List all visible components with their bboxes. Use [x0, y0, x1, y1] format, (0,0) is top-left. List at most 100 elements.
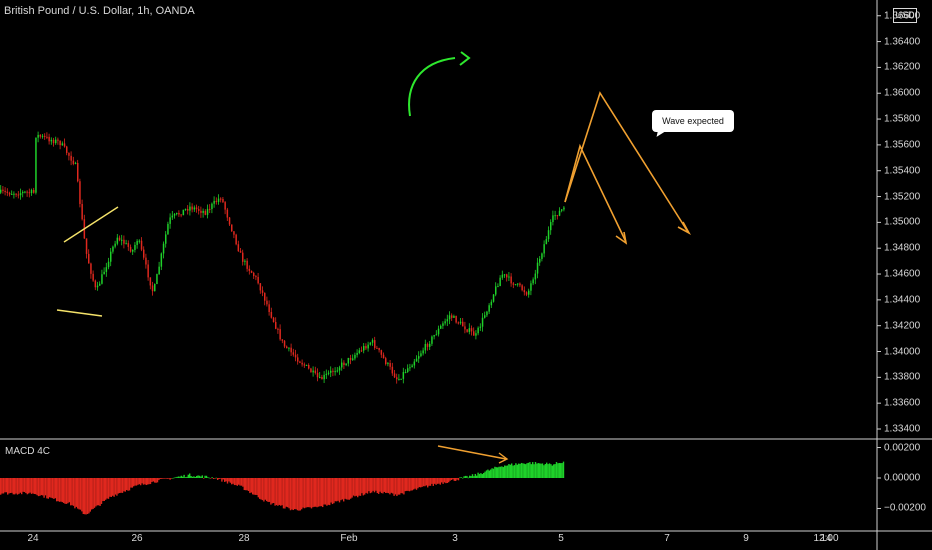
candle-body [189, 206, 191, 211]
macd-bar [99, 478, 101, 506]
candle-body [363, 346, 365, 351]
macd-bar [92, 478, 94, 509]
candle-body [123, 239, 125, 244]
macd-bar [445, 478, 447, 484]
macd-bar [506, 465, 509, 478]
macd-bar [217, 478, 219, 480]
macd-bar [239, 478, 241, 486]
candle-body [455, 316, 457, 323]
macd-bar [98, 478, 100, 506]
candle-body [376, 347, 378, 349]
macd-bar [302, 478, 304, 508]
candle-body [382, 354, 385, 359]
candle-body [48, 136, 50, 142]
candle-body [514, 284, 517, 286]
candle-body [409, 367, 411, 369]
candle-body [398, 378, 400, 380]
macd-bar [180, 475, 182, 478]
macd-bar [515, 463, 517, 478]
candle-body [158, 266, 160, 275]
macd-bar [410, 478, 412, 491]
macd-divergence-line[interactable] [437, 445, 507, 460]
candle-body [68, 152, 70, 156]
macd-bar [282, 478, 285, 509]
macd-bar [4, 478, 6, 493]
macd-bar [254, 478, 257, 495]
time-tick-label: 3 [452, 533, 458, 544]
annotation-callout[interactable]: Wave expected [652, 110, 734, 132]
candle-body [310, 368, 312, 373]
candle-body [88, 253, 90, 264]
candle-body [459, 321, 462, 324]
macd-bar [189, 473, 191, 478]
macd-bar [462, 477, 464, 479]
candle-body [132, 249, 134, 252]
candle-body [426, 344, 429, 347]
macd-bar [435, 478, 437, 485]
candle-body [422, 350, 424, 354]
time-tick-label: Feb [340, 533, 358, 544]
candle-body [121, 239, 123, 241]
macd-bar [315, 478, 317, 507]
wave-projection-outer[interactable] [564, 91, 689, 233]
macd-bar [89, 478, 91, 512]
macd-bar [126, 478, 128, 491]
wave-projection-inner[interactable] [564, 143, 627, 243]
macd-bar [130, 478, 132, 488]
candle-body [435, 334, 438, 336]
macd-bar [425, 478, 427, 486]
macd-bar [385, 478, 387, 493]
green-curved-arrow[interactable] [408, 57, 456, 117]
candle-body [270, 311, 273, 318]
candle-body [125, 243, 127, 245]
macd-bar [407, 478, 409, 491]
macd-bar [372, 478, 374, 491]
candle-body [145, 257, 147, 265]
macd-bar [67, 478, 69, 504]
macd-bar [393, 478, 395, 496]
lower-trendline[interactable] [56, 309, 103, 317]
candle-body [94, 280, 97, 288]
macd-bar [380, 478, 383, 494]
macd-bar [215, 477, 217, 479]
macd-bar [331, 478, 334, 505]
candle-body [191, 206, 193, 210]
candle-body [314, 370, 317, 373]
time-tick-label: 14 [820, 533, 832, 544]
candle-body [303, 364, 306, 366]
macd-bar [350, 478, 352, 499]
macd-bar [275, 478, 278, 506]
candle-body [525, 292, 528, 295]
macd-bar [176, 476, 178, 478]
macd-bar [245, 478, 247, 491]
candle-body [46, 136, 48, 138]
candle-body [290, 347, 292, 353]
macd-bar [316, 478, 318, 508]
candle-body [380, 350, 383, 355]
macd-bar [527, 462, 530, 478]
macd-bar [40, 478, 42, 496]
macd-bar [471, 474, 474, 478]
candle-body [486, 311, 488, 316]
candle-body [275, 322, 277, 329]
macd-bar [102, 478, 104, 502]
macd-bar [397, 478, 399, 495]
candle-body [470, 328, 473, 332]
currency-label[interactable]: USD [893, 8, 917, 23]
macd-bar [334, 478, 336, 502]
upper-trendline[interactable] [63, 206, 119, 243]
macd-bar [295, 478, 297, 510]
candle-body [0, 189, 2, 193]
macd-bar [386, 478, 388, 493]
macd-bar [203, 478, 205, 479]
macd-bar [499, 466, 502, 478]
macd-bar [523, 463, 525, 478]
candle-body [266, 300, 268, 305]
macd-bar [543, 465, 545, 478]
macd-bar [116, 478, 118, 496]
macd-bar [481, 474, 483, 478]
candle-body [176, 212, 178, 215]
macd-bar [61, 478, 63, 503]
